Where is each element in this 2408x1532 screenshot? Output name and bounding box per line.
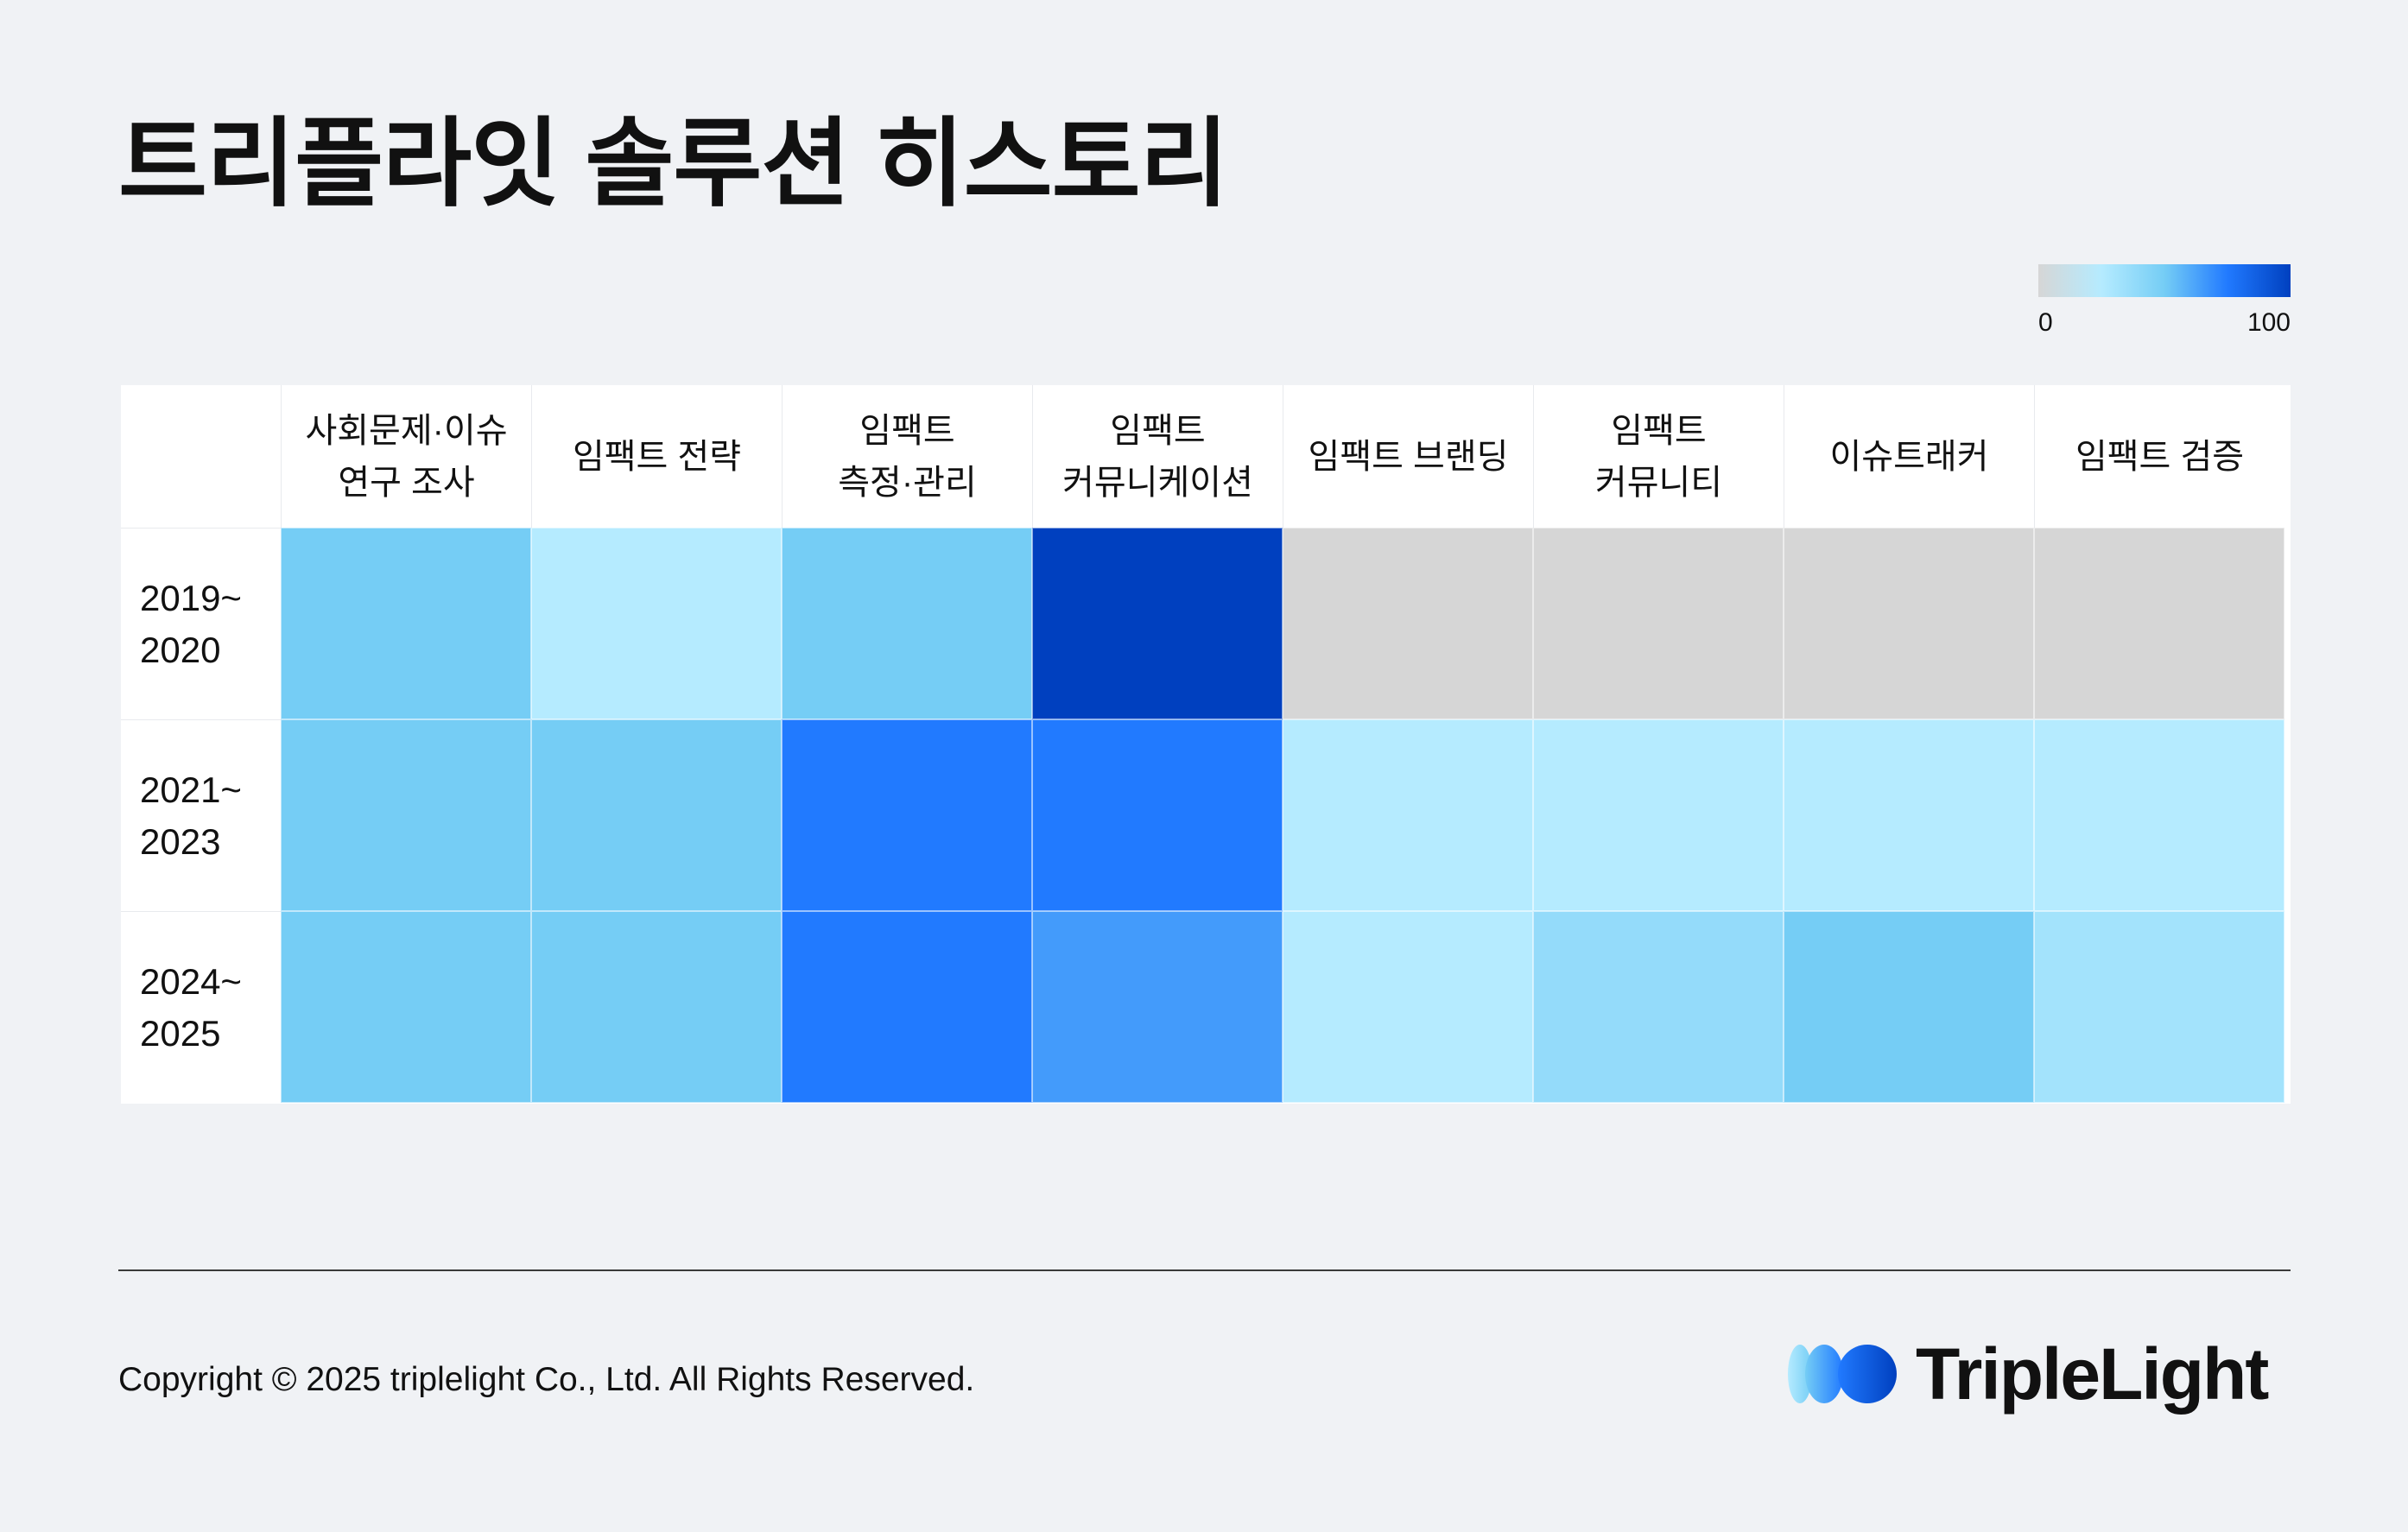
- column-header: 임팩트 커뮤니티: [1533, 385, 1784, 528]
- color-legend: 0 100: [2038, 264, 2291, 342]
- heatmap-cell: [1784, 719, 2034, 911]
- heatmap-cell: [782, 911, 1032, 1103]
- footer-divider: [118, 1269, 2291, 1271]
- heatmap-cell: [782, 528, 1032, 719]
- heatmap-cell: [531, 719, 782, 911]
- heatmap-cell: [1283, 719, 1533, 911]
- heatmap-cell: [1784, 911, 2034, 1103]
- legend-max-label: 100: [2246, 308, 2291, 337]
- triplelight-logo-mark-icon: [1788, 1345, 1897, 1403]
- legend-gradient-bar: [2038, 264, 2291, 297]
- heatmap-cell: [281, 528, 531, 719]
- column-header-label: 임팩트 브랜딩: [1308, 437, 1509, 476]
- row-header: 2021~ 2023: [121, 719, 281, 911]
- column-header: 임팩트 전략: [531, 385, 782, 528]
- heatmap-cell: [1533, 719, 1784, 911]
- column-header: 임팩트 측정·관리: [782, 385, 1032, 528]
- heatmap-cell: [2034, 528, 2284, 719]
- column-header: 임팩트 브랜딩: [1283, 385, 1533, 528]
- heatmap-cell: [1032, 528, 1283, 719]
- row-header: 2024~ 2025: [121, 911, 281, 1103]
- column-header-label: 임팩트 검증: [2075, 437, 2245, 476]
- column-header-label: 임팩트 커뮤니티: [1594, 411, 1723, 502]
- heatmap-cell: [531, 528, 782, 719]
- heatmap-cell: [782, 719, 1032, 911]
- row-header-label: 2024~ 2025: [140, 960, 242, 1054]
- heatmap-cell: [1032, 719, 1283, 911]
- heatmap-cell: [1533, 911, 1784, 1103]
- legend-min-label: 0: [2038, 308, 2053, 337]
- heatmap-corner: [121, 385, 281, 528]
- triplelight-logo: TripleLight: [1786, 1333, 2269, 1415]
- column-header-label: 임팩트 커뮤니케이션: [1062, 411, 1253, 502]
- page-title: 트리플라잇 솔루션 히스토리: [118, 110, 1229, 218]
- heatmap-cell: [1032, 911, 1283, 1103]
- row-header-label: 2019~ 2020: [140, 577, 242, 670]
- heatmap-cell: [1784, 528, 2034, 719]
- column-header-label: 임팩트 전략: [572, 437, 742, 476]
- heatmap-cell: [2034, 719, 2284, 911]
- heatmap-cell: [1283, 528, 1533, 719]
- column-header-label: 임팩트 측정·관리: [838, 411, 977, 502]
- heatmap-cell: [1533, 528, 1784, 719]
- heatmap-cell: [531, 911, 782, 1103]
- column-header-label: 사회문제·이슈 연구 조사: [305, 411, 508, 502]
- column-header: 임팩트 검증: [2034, 385, 2284, 528]
- heatmap-cell: [281, 911, 531, 1103]
- row-header-label: 2021~ 2023: [140, 769, 242, 862]
- column-header-label: 이슈트래커: [1829, 437, 1989, 476]
- heatmap-chart: 사회문제·이슈 연구 조사 임팩트 전략 임팩트 측정·관리 임팩트 커뮤니케이션 임팩…: [121, 385, 2291, 1104]
- row-header: 2019~ 2020: [121, 528, 281, 719]
- logo-wordmark: TripleLight: [1916, 1333, 2269, 1415]
- heatmap-cell: [281, 719, 531, 911]
- column-header: 사회문제·이슈 연구 조사: [281, 385, 531, 528]
- heatmap-cell: [2034, 911, 2284, 1103]
- heatmap-cell: [1283, 911, 1533, 1103]
- column-header: 임팩트 커뮤니케이션: [1032, 385, 1283, 528]
- column-header: 이슈트래커: [1784, 385, 2034, 528]
- copyright-text: Copyright © 2025 triplelight Co., Ltd. A…: [118, 1361, 975, 1398]
